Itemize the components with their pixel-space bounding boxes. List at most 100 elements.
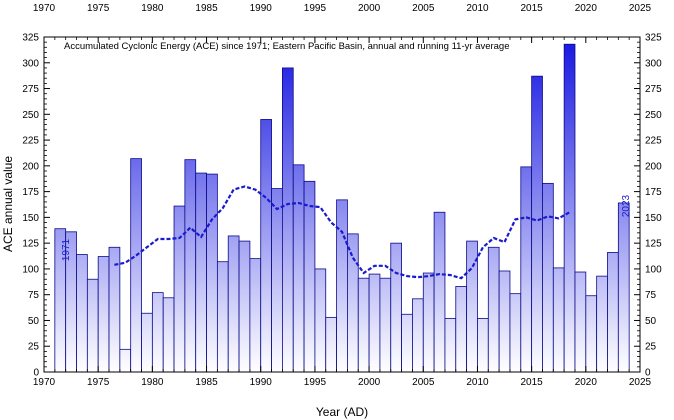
bar-1982 bbox=[173, 205, 186, 373]
x-tick-label-bottom: 1975 bbox=[87, 377, 110, 388]
bar-2002 bbox=[390, 242, 403, 373]
bar-2012 bbox=[498, 270, 511, 373]
bar-1977 bbox=[119, 348, 132, 373]
y-tick-label-left: 75 bbox=[28, 290, 40, 301]
bar-1983 bbox=[184, 159, 197, 373]
bar-2017 bbox=[552, 267, 565, 373]
x-tick-label-bottom: 1985 bbox=[195, 377, 218, 388]
axis-ticks: 1970 1970 1975 1975 1980 1980 1985 1985 1990 1990… bbox=[22, 3, 662, 388]
y-tick-label-right: 250 bbox=[645, 110, 662, 121]
x-tick-label-bottom: 2000 bbox=[358, 377, 381, 388]
bar-2006 bbox=[433, 211, 446, 373]
plot-frame bbox=[43, 36, 641, 373]
bar-1996 bbox=[325, 316, 337, 373]
bar-1985 bbox=[206, 173, 218, 373]
bar-1987 bbox=[227, 235, 240, 373]
y-tick-label-right: 150 bbox=[645, 213, 662, 224]
y-tick-label-left: 325 bbox=[22, 33, 39, 44]
x-tick-label-top: 2025 bbox=[629, 3, 652, 14]
bar-2008 bbox=[455, 286, 468, 373]
bar-1998 bbox=[347, 233, 359, 373]
bar-2022 bbox=[607, 252, 619, 373]
y-tick-label-right: 100 bbox=[645, 264, 662, 275]
bar-1992 bbox=[281, 67, 294, 373]
bar-1973 bbox=[76, 254, 88, 373]
bar-1989 bbox=[249, 258, 262, 373]
y-tick-label-right: 0 bbox=[645, 368, 651, 379]
bar-1999 bbox=[357, 277, 370, 373]
bar-2021 bbox=[596, 275, 608, 373]
y-tick-label-left: 250 bbox=[22, 110, 39, 121]
bar-2023 bbox=[617, 202, 630, 373]
bar-1974 bbox=[86, 278, 99, 373]
x-tick-label-top: 2020 bbox=[575, 3, 598, 14]
bar-2003 bbox=[401, 313, 413, 373]
x-tick-label-top: 1985 bbox=[195, 3, 218, 14]
y-tick-label-left: 0 bbox=[33, 368, 39, 379]
chart-title: Accumulated Cyclonic Energy (ACE) since … bbox=[64, 41, 510, 52]
y-tick-label-left: 150 bbox=[22, 213, 39, 224]
y-tick-label-right: 225 bbox=[645, 136, 662, 147]
y-tick-label-right: 325 bbox=[645, 33, 662, 44]
y-tick-label-left: 50 bbox=[28, 316, 40, 327]
y-tick-label-left: 100 bbox=[22, 264, 39, 275]
bar-1978 bbox=[130, 158, 142, 373]
x-tick-label-bottom: 2025 bbox=[629, 377, 652, 388]
y-tick-label-left: 200 bbox=[22, 161, 39, 172]
y-tick-label-left: 225 bbox=[22, 136, 39, 147]
x-tick-label-bottom: 2010 bbox=[466, 377, 489, 388]
y-tick-label-right: 125 bbox=[645, 239, 662, 250]
y-tick-label-left: 25 bbox=[28, 342, 40, 353]
bar-1988 bbox=[238, 240, 251, 373]
bar-1976 bbox=[108, 246, 121, 373]
x-axis-title: Year (AD) bbox=[316, 405, 368, 419]
y-axis-title: ACE annual value bbox=[1, 156, 15, 252]
y-tick-label-right: 50 bbox=[645, 316, 657, 327]
y-tick-label-right: 25 bbox=[645, 342, 657, 353]
bar-2001 bbox=[379, 277, 392, 373]
bar-1984 bbox=[195, 172, 207, 373]
y-tick-label-right: 75 bbox=[645, 290, 657, 301]
bar-1986 bbox=[216, 261, 229, 373]
y-tick-label-left: 300 bbox=[22, 58, 39, 69]
bar-1975 bbox=[97, 256, 110, 373]
x-tick-label-bottom: 1995 bbox=[304, 377, 327, 388]
bar-1979 bbox=[141, 312, 153, 373]
bar-2016 bbox=[542, 182, 554, 373]
x-tick-label-bottom: 1990 bbox=[250, 377, 273, 388]
y-tick-label-right: 275 bbox=[645, 84, 662, 95]
bar-1981 bbox=[162, 297, 175, 373]
bar-2000 bbox=[368, 273, 381, 373]
x-tick-label-top: 1995 bbox=[304, 3, 327, 14]
x-tick-label-top: 2010 bbox=[466, 3, 489, 14]
bar-2010 bbox=[477, 317, 489, 373]
bar-2018 bbox=[563, 43, 576, 373]
y-tick-label-right: 300 bbox=[645, 58, 662, 69]
bar-1994 bbox=[303, 180, 316, 373]
bar-2014 bbox=[520, 166, 533, 373]
bar-2004 bbox=[412, 298, 424, 373]
y-tick-label-left: 175 bbox=[22, 187, 39, 198]
x-tick-label-bottom: 2015 bbox=[521, 377, 544, 388]
running-average-line bbox=[114, 185, 571, 280]
bar-2015 bbox=[531, 75, 543, 373]
bar-2013 bbox=[509, 293, 522, 373]
start-year-label: 1971 bbox=[61, 238, 72, 261]
x-tick-label-top: 1975 bbox=[87, 3, 110, 14]
bar-1993 bbox=[292, 164, 305, 373]
end-year-label: 2023 bbox=[621, 194, 632, 217]
bar-2005 bbox=[422, 272, 435, 373]
x-tick-label-top: 2000 bbox=[358, 3, 381, 14]
bar-1980 bbox=[151, 292, 164, 373]
bar-1997 bbox=[336, 199, 348, 373]
bar-2019 bbox=[574, 271, 587, 373]
y-tick-label-right: 200 bbox=[645, 161, 662, 172]
bar-2020 bbox=[585, 295, 598, 373]
x-tick-label-bottom: 1980 bbox=[141, 377, 164, 388]
x-tick-label-top: 2015 bbox=[521, 3, 544, 14]
bar-1991 bbox=[271, 188, 283, 373]
x-tick-label-top: 1980 bbox=[141, 3, 164, 14]
y-tick-label-left: 275 bbox=[22, 84, 39, 95]
bar-1995 bbox=[314, 268, 327, 373]
x-tick-label-top: 1970 bbox=[33, 3, 56, 14]
